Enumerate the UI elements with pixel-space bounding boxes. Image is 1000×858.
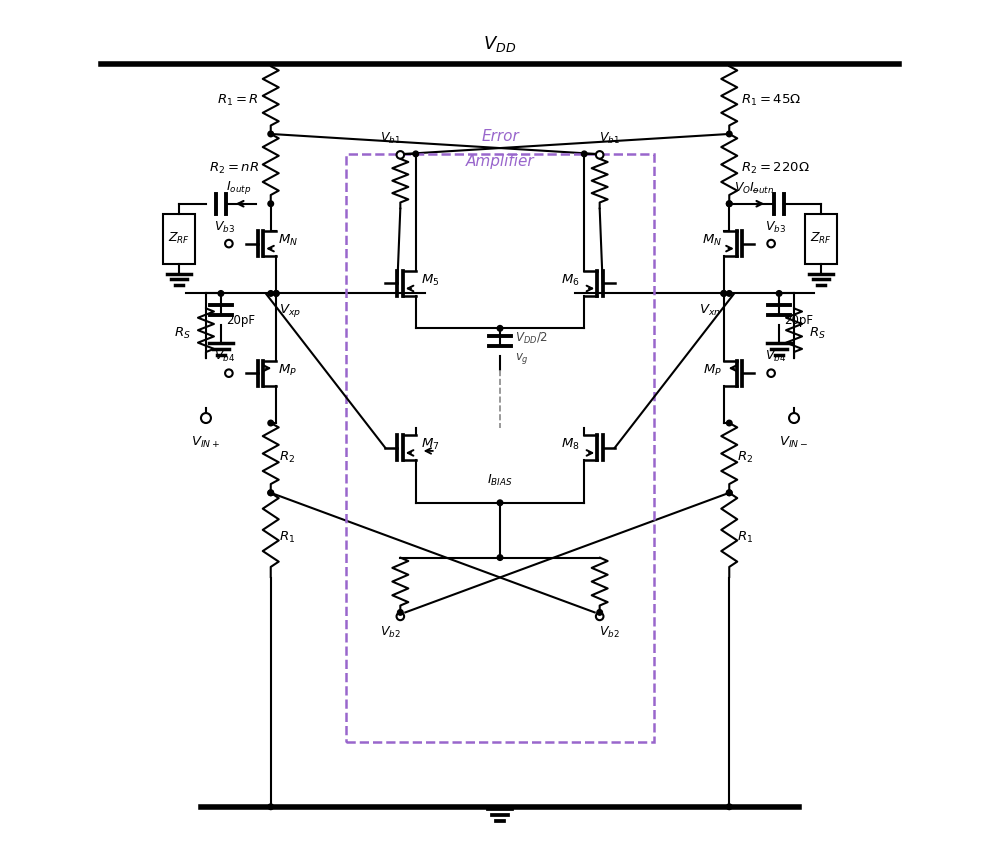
Circle shape bbox=[218, 291, 224, 296]
Text: $V_{b4}$: $V_{b4}$ bbox=[214, 349, 235, 364]
Text: $R_1 = 45\Omega$: $R_1 = 45\Omega$ bbox=[741, 93, 801, 107]
Text: $V_{b4}$: $V_{b4}$ bbox=[765, 349, 786, 364]
Text: $I_{outp}$: $I_{outp}$ bbox=[226, 178, 251, 196]
Circle shape bbox=[413, 151, 419, 157]
Circle shape bbox=[398, 610, 403, 615]
Circle shape bbox=[268, 420, 274, 426]
Circle shape bbox=[225, 240, 233, 247]
Text: $V_{b1}$: $V_{b1}$ bbox=[380, 130, 401, 146]
Text: $R_1$: $R_1$ bbox=[279, 530, 295, 545]
Text: $Z_{RF}$: $Z_{RF}$ bbox=[810, 231, 832, 246]
Text: $M_6$: $M_6$ bbox=[561, 273, 579, 288]
Bar bbox=[346, 154, 654, 742]
Text: $V_{b3}$: $V_{b3}$ bbox=[214, 220, 235, 234]
Circle shape bbox=[268, 804, 274, 810]
Text: $M_5$: $M_5$ bbox=[421, 273, 439, 288]
Circle shape bbox=[726, 490, 732, 496]
Circle shape bbox=[268, 490, 274, 496]
Circle shape bbox=[497, 500, 503, 505]
Circle shape bbox=[767, 370, 775, 377]
Text: $M_N$: $M_N$ bbox=[278, 233, 298, 248]
Text: $M_N$: $M_N$ bbox=[702, 233, 722, 248]
Text: $V_{b2}$: $V_{b2}$ bbox=[380, 625, 401, 640]
Text: $R_2= 220\Omega$: $R_2= 220\Omega$ bbox=[741, 161, 810, 177]
Circle shape bbox=[268, 201, 274, 207]
Bar bbox=[163, 214, 195, 263]
Text: $v_g$: $v_g$ bbox=[515, 351, 529, 366]
Text: $I_{BIAS}$: $I_{BIAS}$ bbox=[487, 473, 513, 488]
Circle shape bbox=[581, 151, 587, 157]
Text: $V_{DD}$: $V_{DD}$ bbox=[483, 34, 517, 54]
Text: $V_{DD}/2$: $V_{DD}/2$ bbox=[515, 330, 548, 346]
Text: Amplifier: Amplifier bbox=[466, 154, 534, 169]
Text: $R_2=nR$: $R_2=nR$ bbox=[209, 161, 259, 177]
Circle shape bbox=[268, 131, 274, 136]
Circle shape bbox=[596, 613, 603, 620]
Circle shape bbox=[726, 420, 732, 426]
Text: $V_{b1}$: $V_{b1}$ bbox=[599, 130, 620, 146]
Text: $R_2$: $R_2$ bbox=[279, 450, 295, 465]
Circle shape bbox=[726, 490, 732, 496]
Text: $M_8$: $M_8$ bbox=[561, 438, 579, 452]
Circle shape bbox=[721, 291, 727, 296]
Circle shape bbox=[776, 291, 782, 296]
Circle shape bbox=[726, 201, 732, 207]
Circle shape bbox=[397, 613, 404, 620]
Text: 20pF: 20pF bbox=[784, 314, 813, 327]
Circle shape bbox=[497, 555, 503, 560]
Text: $R_1$: $R_1$ bbox=[737, 530, 753, 545]
Text: $R_S$: $R_S$ bbox=[174, 326, 191, 341]
Circle shape bbox=[767, 240, 775, 247]
Text: $R_S$: $R_S$ bbox=[809, 326, 826, 341]
Circle shape bbox=[273, 291, 279, 296]
Circle shape bbox=[268, 291, 274, 296]
Text: $V_{IN-}$: $V_{IN-}$ bbox=[779, 435, 809, 450]
Text: $R_2$: $R_2$ bbox=[737, 450, 753, 465]
Text: $M_P$: $M_P$ bbox=[278, 363, 297, 378]
Circle shape bbox=[597, 610, 602, 615]
Text: Error: Error bbox=[481, 129, 519, 144]
Text: $V_{xn}$: $V_{xn}$ bbox=[699, 302, 721, 317]
Text: $I_{outn}$: $I_{outn}$ bbox=[749, 181, 774, 196]
Text: $Z_{RF}$: $Z_{RF}$ bbox=[168, 231, 190, 246]
Text: $V_{b2}$: $V_{b2}$ bbox=[599, 625, 620, 640]
Text: $R_1=R$: $R_1=R$ bbox=[217, 93, 259, 107]
Circle shape bbox=[497, 325, 503, 331]
Circle shape bbox=[726, 291, 732, 296]
Circle shape bbox=[596, 151, 603, 159]
Text: $M_7$: $M_7$ bbox=[421, 438, 439, 452]
Circle shape bbox=[789, 413, 799, 423]
Text: $V_{b3}$: $V_{b3}$ bbox=[765, 220, 786, 234]
Circle shape bbox=[397, 151, 404, 159]
Circle shape bbox=[726, 201, 732, 207]
Circle shape bbox=[268, 490, 274, 496]
Circle shape bbox=[726, 131, 732, 136]
Text: 20pF: 20pF bbox=[226, 314, 255, 327]
Bar bbox=[805, 214, 837, 263]
Circle shape bbox=[273, 291, 279, 296]
Text: $V_{O-}$: $V_{O-}$ bbox=[734, 181, 760, 196]
Text: $V_{xp}$: $V_{xp}$ bbox=[279, 302, 301, 319]
Circle shape bbox=[726, 804, 732, 810]
Circle shape bbox=[225, 370, 233, 377]
Circle shape bbox=[721, 291, 727, 296]
Text: $V_{IN+}$: $V_{IN+}$ bbox=[191, 435, 221, 450]
Text: $M_P$: $M_P$ bbox=[703, 363, 722, 378]
Circle shape bbox=[201, 413, 211, 423]
